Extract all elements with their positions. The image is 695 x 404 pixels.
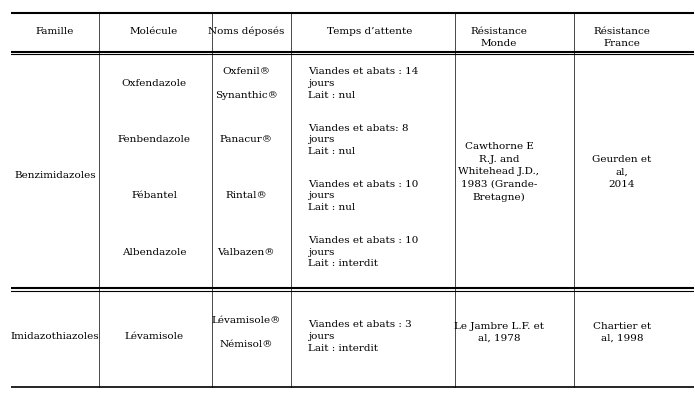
Text: Fébantel: Fébantel [131, 191, 177, 200]
Text: Rintal®: Rintal® [225, 191, 267, 200]
Text: Molécule: Molécule [130, 27, 178, 36]
Text: Geurden et
al,
2014: Geurden et al, 2014 [592, 155, 651, 189]
Text: Cawthorne E
R.J. and
Whitehead J.D.,
1983 (Grande-
Bretagne): Cawthorne E R.J. and Whitehead J.D., 198… [459, 142, 539, 202]
Text: Monde: Monde [481, 39, 517, 48]
Text: France: France [603, 39, 640, 48]
Text: Viandes et abats : 14
jours
Lait : nul: Viandes et abats : 14 jours Lait : nul [308, 67, 418, 100]
Text: Albendazole: Albendazole [122, 248, 186, 257]
Text: Viandes et abats : 10
jours
Lait : interdit: Viandes et abats : 10 jours Lait : inter… [308, 236, 418, 268]
Text: Lévamisole: Lévamisole [124, 332, 183, 341]
Text: Panacur®: Panacur® [220, 135, 273, 144]
Text: Viandes et abats : 3
jours
Lait : interdit: Viandes et abats : 3 jours Lait : interd… [308, 320, 411, 353]
Text: Oxfendazole: Oxfendazole [122, 79, 187, 88]
Text: Fenbendazole: Fenbendazole [117, 135, 190, 144]
Text: Temps d’attente: Temps d’attente [327, 27, 412, 36]
Text: Viandes et abats: 8
jours
Lait : nul: Viandes et abats: 8 jours Lait : nul [308, 124, 408, 156]
Text: Imidazothiazoles: Imidazothiazoles [10, 332, 99, 341]
Text: Résistance: Résistance [471, 27, 528, 36]
Text: Benzimidazoles: Benzimidazoles [15, 171, 96, 181]
Text: Famille: Famille [36, 27, 74, 36]
Text: Valbazen®: Valbazen® [218, 248, 275, 257]
Text: Lévamisole®

Némisol®: Lévamisole® Némisol® [211, 316, 281, 349]
Text: Le Jambre L.F. et
al, 1978: Le Jambre L.F. et al, 1978 [454, 322, 544, 343]
Text: Noms déposés: Noms déposés [208, 27, 284, 36]
Text: Chartier et
al, 1998: Chartier et al, 1998 [593, 322, 651, 343]
Text: Viandes et abats : 10
jours
Lait : nul: Viandes et abats : 10 jours Lait : nul [308, 180, 418, 212]
Text: Oxfenil®

Synanthic®: Oxfenil® Synanthic® [215, 67, 278, 100]
Text: Résistance: Résistance [594, 27, 651, 36]
